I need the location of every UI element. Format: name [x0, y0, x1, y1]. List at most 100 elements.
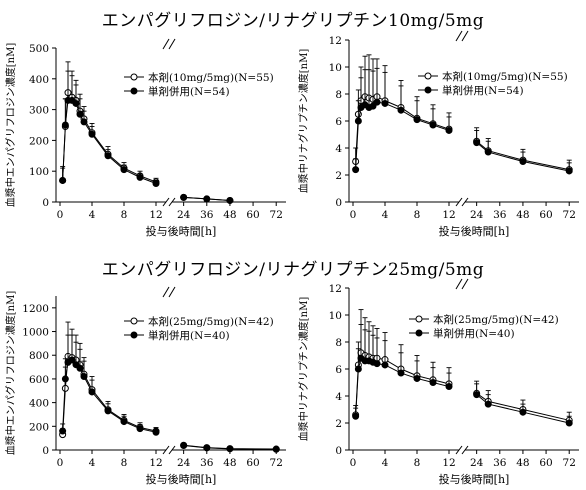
series-line: [476, 140, 570, 171]
y-tick-label: 12: [329, 35, 342, 47]
x-axis-label: 投与後時間[h]: [439, 472, 510, 486]
axis-break-mark: [162, 197, 170, 207]
x-tick-label: 60: [539, 457, 552, 469]
y-tick-label: 10: [329, 62, 342, 74]
legend-label: 単剤併用(N=54): [148, 85, 230, 98]
data-point-filled: [445, 126, 453, 134]
x-tick-label: 48: [516, 209, 529, 221]
x-tick-label: 24: [177, 457, 191, 469]
x-tick-label: 60: [246, 209, 259, 221]
y-tick-label: 6: [335, 364, 342, 376]
data-point-filled: [519, 158, 527, 165]
data-point-filled: [352, 166, 360, 174]
x-tick-label: 8: [121, 209, 128, 221]
top-break-mark: [461, 30, 469, 42]
data-point-filled: [104, 152, 112, 160]
legend-marker: [130, 87, 138, 95]
data-point-filled: [152, 428, 160, 436]
y-tick-label: 10: [329, 310, 342, 322]
y-axis-label: 血漿中リナグリプチン濃度[nM]: [297, 297, 310, 442]
data-point-filled: [136, 173, 144, 181]
x-tick-label: 24: [470, 457, 484, 469]
data-point-filled: [413, 116, 421, 124]
legend-label: 単剤併用(N=54): [442, 84, 524, 97]
x-tick-label: 12: [442, 209, 455, 221]
x-tick-label: 12: [149, 209, 162, 221]
y-tick-label: 1200: [22, 303, 49, 315]
x-tick-label: 4: [89, 209, 96, 221]
x-tick-label: 8: [121, 457, 128, 469]
axis-break-mark: [162, 445, 170, 455]
y-tick-label: 0: [335, 445, 342, 457]
y-tick-label: 800: [29, 350, 49, 362]
section-title-25mg: エンパグリフロジン/リナグリプチン25mg/5mg: [101, 260, 485, 280]
legend-marker: [424, 72, 432, 80]
x-tick-label: 72: [563, 209, 576, 221]
legend-label: 本剤(10mg/5mg)(N=55): [442, 70, 568, 83]
x-tick-label: 36: [493, 457, 507, 469]
top-break-mark: [455, 30, 463, 42]
legend-marker: [130, 317, 138, 325]
x-tick-label: 36: [200, 457, 214, 469]
y-tick-label: 500: [29, 43, 49, 55]
data-point-filled: [61, 375, 69, 383]
x-tick-label: 60: [539, 209, 552, 221]
legend-marker: [130, 73, 138, 81]
data-point-filled: [226, 445, 234, 453]
axis-break-mark: [461, 197, 469, 207]
y-tick-label: 2: [335, 170, 342, 182]
legend-label: 本剤(25mg/5mg)(N=42): [433, 313, 559, 326]
y-axis-label: 血漿中エンパグリフロジン濃度[nM]: [4, 43, 17, 208]
axis-break-mark: [168, 197, 176, 207]
y-tick-label: 200: [29, 135, 49, 147]
axis-break-mark: [455, 197, 463, 207]
x-tick-label: 24: [177, 209, 191, 221]
data-point-filled: [136, 425, 144, 433]
x-tick-label: 36: [493, 209, 507, 221]
data-point-filled: [180, 193, 188, 201]
data-point-filled: [80, 118, 88, 126]
y-tick-label: 400: [29, 398, 49, 410]
data-point-filled: [226, 196, 234, 204]
x-axis-label: 投与後時間[h]: [146, 224, 217, 238]
data-point-filled: [381, 99, 389, 107]
x-tick-label: 72: [270, 457, 283, 469]
legend-label: 単剤併用(N=40): [148, 329, 230, 342]
data-point-filled: [180, 441, 188, 449]
y-tick-label: 0: [335, 197, 342, 209]
data-point-filled: [381, 361, 389, 369]
x-tick-label: 0: [57, 209, 64, 221]
data-point-filled: [484, 148, 492, 156]
data-point-filled: [373, 98, 381, 106]
x-tick-label: 48: [223, 209, 236, 221]
legend-label: 本剤(25mg/5mg)(N=42): [148, 315, 274, 328]
series-line: [183, 445, 277, 450]
data-point-filled: [565, 419, 573, 427]
data-point-filled: [72, 99, 80, 107]
data-point-filled: [352, 412, 360, 420]
data-point-filled: [397, 369, 405, 377]
top-break-mark: [168, 286, 176, 298]
y-tick-label: 400: [29, 74, 49, 86]
y-tick-label: 0: [42, 197, 49, 209]
x-tick-label: 72: [270, 209, 283, 221]
data-point-filled: [68, 356, 76, 364]
data-point-filled: [519, 408, 527, 416]
y-tick-label: 6: [335, 116, 342, 128]
x-tick-label: 72: [563, 457, 576, 469]
x-tick-label: 4: [382, 209, 389, 221]
x-tick-label: 8: [414, 457, 421, 469]
x-tick-label: 4: [382, 457, 389, 469]
top-break-mark: [168, 38, 176, 50]
y-axis-label: 血漿中エンパグリフロジン濃度[nM]: [4, 291, 17, 456]
top-break-mark: [162, 286, 170, 298]
legend-marker: [415, 329, 423, 337]
x-tick-label: 4: [89, 457, 96, 469]
y-tick-label: 8: [335, 337, 342, 349]
x-axis-label: 投与後時間[h]: [146, 472, 217, 486]
legend-marker: [415, 315, 423, 323]
data-point-filled: [104, 407, 112, 415]
y-tick-label: 300: [29, 105, 49, 117]
data-point-filled: [413, 374, 421, 382]
